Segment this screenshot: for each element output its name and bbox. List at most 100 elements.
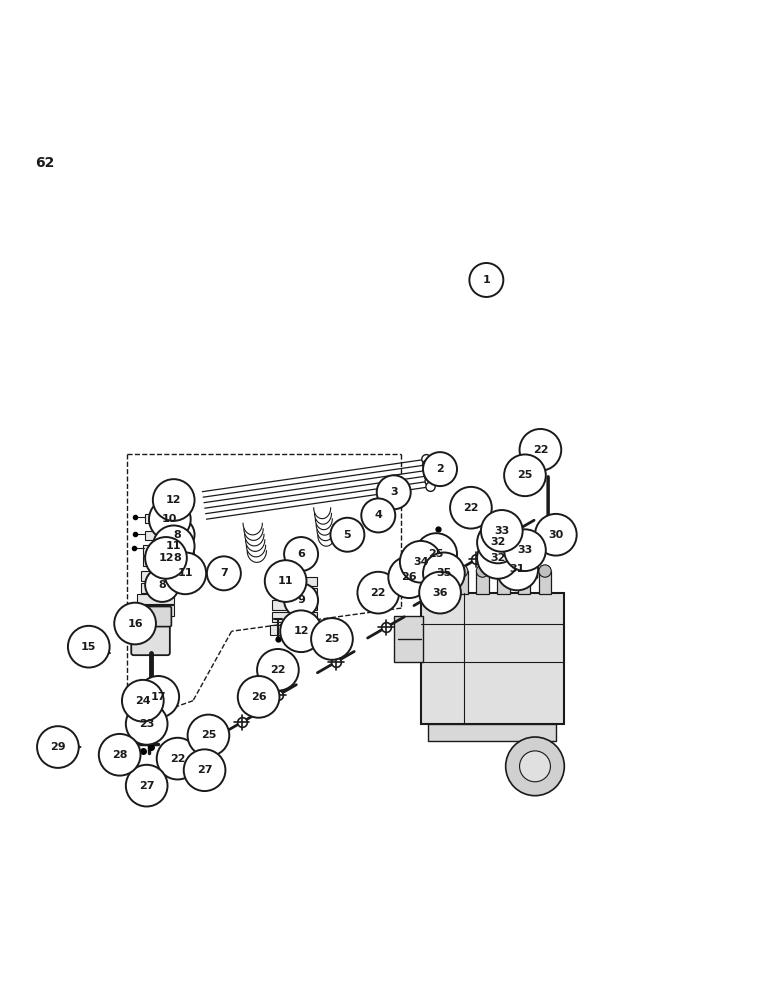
Circle shape: [504, 529, 546, 571]
Circle shape: [175, 750, 188, 762]
Circle shape: [426, 482, 435, 491]
Circle shape: [188, 715, 229, 756]
Circle shape: [496, 549, 538, 590]
Circle shape: [415, 533, 457, 575]
Text: 8: 8: [174, 553, 181, 563]
Text: 4: 4: [374, 510, 382, 520]
Circle shape: [455, 565, 468, 577]
Circle shape: [184, 749, 225, 791]
Circle shape: [265, 560, 306, 602]
Bar: [435, 571, 447, 594]
Circle shape: [357, 572, 399, 613]
Text: 1: 1: [482, 275, 490, 285]
Bar: [497, 571, 510, 594]
Bar: [141, 583, 175, 593]
Circle shape: [518, 565, 530, 577]
Text: 32: 32: [490, 553, 506, 563]
Circle shape: [361, 498, 395, 532]
Text: 16: 16: [127, 619, 143, 629]
Circle shape: [280, 610, 322, 652]
Bar: [428, 724, 556, 741]
Bar: [272, 612, 317, 622]
Bar: [274, 588, 317, 597]
Circle shape: [469, 263, 503, 297]
Circle shape: [149, 498, 191, 540]
Bar: [141, 571, 175, 581]
Text: 34: 34: [413, 557, 428, 567]
Text: 15: 15: [81, 642, 96, 652]
Circle shape: [161, 541, 195, 575]
Circle shape: [425, 471, 434, 480]
Text: 25: 25: [428, 549, 444, 559]
Text: 23: 23: [139, 719, 154, 729]
Circle shape: [122, 680, 164, 722]
Text: 32: 32: [490, 537, 506, 547]
Text: 3: 3: [390, 487, 398, 497]
Bar: [476, 571, 489, 594]
Text: 26: 26: [401, 572, 417, 582]
Circle shape: [506, 737, 564, 796]
Circle shape: [520, 751, 550, 782]
Circle shape: [423, 466, 432, 475]
Circle shape: [146, 733, 155, 742]
Text: 7: 7: [220, 568, 228, 578]
Text: 26: 26: [251, 692, 266, 702]
Bar: [137, 594, 174, 604]
Circle shape: [520, 429, 561, 471]
Polygon shape: [144, 689, 157, 735]
Text: 22: 22: [463, 503, 479, 513]
Text: 29: 29: [50, 742, 66, 752]
Text: 33: 33: [494, 526, 510, 536]
Circle shape: [423, 452, 457, 486]
Circle shape: [311, 618, 353, 660]
Circle shape: [126, 703, 168, 745]
Circle shape: [160, 755, 172, 767]
Bar: [143, 545, 175, 555]
Text: 36: 36: [432, 588, 448, 598]
Text: 35: 35: [436, 568, 452, 578]
Circle shape: [450, 487, 492, 529]
Circle shape: [126, 765, 168, 806]
FancyBboxPatch shape: [126, 607, 171, 627]
Bar: [274, 577, 317, 586]
Text: 17: 17: [151, 692, 166, 702]
Text: 25: 25: [324, 634, 340, 644]
Text: 8: 8: [174, 530, 181, 540]
Bar: [394, 616, 423, 662]
Circle shape: [37, 726, 79, 768]
Bar: [145, 514, 174, 523]
Circle shape: [207, 556, 241, 590]
Text: 12: 12: [158, 553, 174, 563]
Circle shape: [153, 479, 195, 521]
Circle shape: [481, 510, 523, 552]
Circle shape: [388, 556, 430, 598]
Circle shape: [423, 552, 465, 594]
Circle shape: [68, 626, 110, 668]
Text: 11: 11: [278, 576, 293, 586]
Bar: [270, 625, 317, 635]
Text: 2: 2: [436, 464, 444, 474]
Text: 22: 22: [533, 445, 548, 455]
Circle shape: [164, 552, 206, 594]
Circle shape: [535, 514, 577, 556]
Text: 31: 31: [510, 564, 525, 574]
Text: 33: 33: [517, 545, 533, 555]
Text: 25: 25: [517, 470, 533, 480]
Circle shape: [425, 477, 435, 486]
Circle shape: [477, 537, 519, 579]
Bar: [143, 556, 175, 566]
Circle shape: [284, 583, 318, 617]
Text: 10: 10: [162, 514, 178, 524]
FancyBboxPatch shape: [131, 621, 170, 655]
Circle shape: [377, 475, 411, 509]
Circle shape: [400, 541, 442, 583]
Circle shape: [145, 537, 187, 579]
Circle shape: [145, 568, 179, 602]
Bar: [539, 571, 551, 594]
Text: 8: 8: [158, 580, 166, 590]
Circle shape: [539, 565, 551, 577]
Circle shape: [435, 565, 447, 577]
Text: 27: 27: [139, 781, 154, 791]
Bar: [480, 532, 493, 544]
Bar: [272, 600, 317, 610]
